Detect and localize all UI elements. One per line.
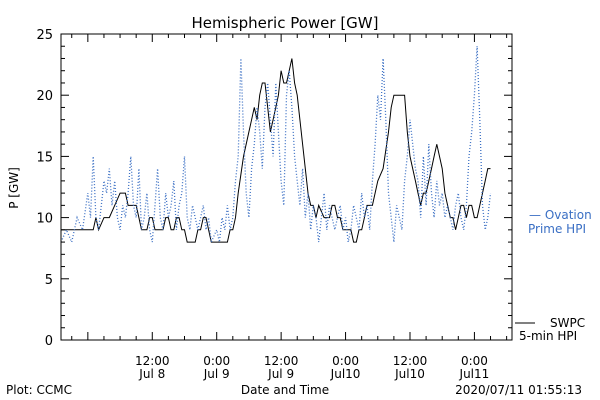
x-tick-date-label: Jul10	[330, 367, 361, 381]
x-tick-time-label: 0:00	[203, 354, 230, 368]
x-axis-label: Date and Time	[241, 383, 329, 397]
legend-ovation-line2: Prime HPI	[528, 222, 586, 236]
y-tick-label: 0	[45, 334, 53, 349]
x-tick-time-label: 12:00	[135, 354, 170, 368]
x-tick-time-label: 12:00	[393, 354, 428, 368]
x-tick-date-label: Jul 9	[203, 367, 230, 381]
y-tick-label: 10	[36, 212, 53, 227]
x-tick-date-label: Jul 9	[267, 367, 294, 381]
x-tick-time-label: 12:00	[264, 354, 299, 368]
y-tick-label: 20	[36, 89, 53, 104]
legend-ovation-line1: — Ovation	[529, 208, 592, 222]
x-tick-time-label: 0:00	[332, 354, 359, 368]
chart-title: Hemispheric Power [GW]	[192, 14, 379, 32]
x-tick-date-label: Jul 8	[138, 367, 165, 381]
x-tick-date-label: Jul10	[394, 367, 425, 381]
plot-frame	[60, 33, 513, 341]
legend-ovation-prime: — Ovation Prime HPI	[528, 208, 592, 236]
plot-timestamp: 2020/07/11 01:55:13	[455, 383, 582, 397]
y-axis-ticks: 0 5 10 15 20 25	[36, 28, 512, 349]
legend-swpc-hpi: SWPC 5-min HPI	[515, 316, 585, 343]
x-tick-time-label: 0:00	[461, 354, 488, 368]
legend-swpc-line2: 5-min HPI	[519, 329, 577, 343]
y-tick-label: 5	[45, 273, 53, 288]
x-tick-date-label: Jul11	[459, 367, 490, 381]
y-axis-label: P [GW]	[7, 167, 21, 209]
plot-credit: Plot: CCMC	[6, 383, 72, 397]
series-layer	[60, 46, 492, 245]
series-ovation-prime-line	[60, 46, 492, 245]
series-swpc-hpi-line	[61, 58, 491, 243]
legend-swpc-line1: SWPC	[550, 316, 585, 330]
y-tick-label: 25	[36, 28, 53, 43]
y-tick-label: 15	[36, 150, 53, 165]
